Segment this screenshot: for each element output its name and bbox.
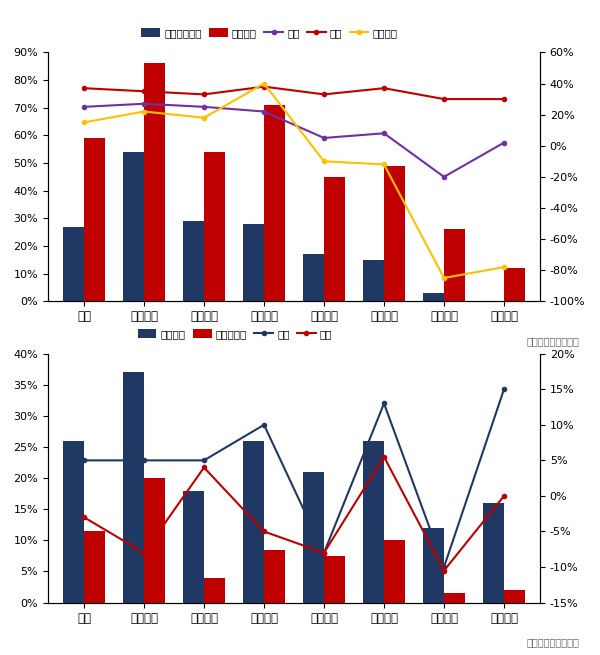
Bar	[423, 293, 444, 301]
预计同比	[80, 119, 88, 126]
Bar	[363, 441, 384, 603]
同比	[440, 563, 448, 571]
Bar	[183, 221, 204, 301]
Bar	[423, 528, 444, 603]
Bar	[324, 556, 345, 603]
Bar	[444, 593, 465, 603]
环比	[80, 84, 88, 92]
同比	[260, 527, 268, 535]
Bar	[144, 64, 165, 301]
Bar	[243, 441, 264, 603]
同比	[500, 139, 508, 147]
预计同比	[320, 157, 328, 165]
预计同比	[440, 274, 448, 282]
同比	[80, 457, 88, 464]
环比	[500, 95, 508, 103]
同比	[320, 549, 328, 557]
Bar	[84, 531, 105, 603]
环比	[320, 90, 328, 98]
同比	[500, 385, 508, 393]
同比	[140, 549, 148, 557]
Bar	[123, 152, 144, 301]
Bar	[324, 177, 345, 301]
同比	[320, 134, 328, 142]
Legend: 工地开复工率, 预计下周, 同比, 环比, 预计同比: 工地开复工率, 预计下周, 同比, 环比, 预计同比	[137, 24, 401, 42]
同比	[260, 107, 268, 115]
Bar	[183, 491, 204, 603]
同比	[380, 400, 388, 407]
环比	[260, 83, 268, 90]
Bar	[504, 268, 525, 301]
同比	[380, 130, 388, 138]
环比	[140, 87, 148, 95]
Bar	[204, 578, 225, 603]
Bar	[303, 254, 324, 301]
Bar	[264, 550, 285, 603]
Bar	[504, 590, 525, 603]
同比	[140, 457, 148, 464]
Bar	[483, 503, 504, 603]
同比	[200, 457, 208, 464]
同比	[440, 173, 448, 181]
Line: 同比: 同比	[82, 102, 506, 179]
预计同比	[500, 263, 508, 271]
同比	[80, 103, 88, 111]
Bar	[384, 166, 405, 301]
预计同比	[260, 80, 268, 88]
Line: 预计同比: 预计同比	[82, 81, 506, 280]
同比	[80, 514, 88, 521]
Text: 数据来源：百年建筑: 数据来源：百年建筑	[526, 336, 580, 346]
同比	[380, 453, 388, 460]
Text: 数据来源：百年建筑: 数据来源：百年建筑	[526, 637, 580, 647]
同比	[440, 567, 448, 574]
Line: 同比: 同比	[82, 455, 506, 572]
Bar	[384, 540, 405, 603]
预计同比	[380, 160, 388, 168]
同比	[260, 421, 268, 429]
预计同比	[200, 114, 208, 122]
Legend: 劳务到位, 劳务上岗率, 同比, 同比: 劳务到位, 劳务上岗率, 同比, 同比	[133, 325, 337, 343]
同比	[200, 464, 208, 472]
Bar	[444, 229, 465, 301]
Bar	[84, 138, 105, 301]
同比	[500, 492, 508, 500]
Bar	[303, 472, 324, 603]
Line: 环比: 环比	[82, 84, 506, 101]
同比	[200, 103, 208, 111]
Bar	[204, 152, 225, 301]
Bar	[63, 441, 84, 603]
预计同比	[140, 107, 148, 115]
Bar	[144, 478, 165, 603]
Bar	[363, 260, 384, 301]
Bar	[264, 105, 285, 301]
Line: 同比: 同比	[82, 387, 506, 569]
Bar	[63, 227, 84, 301]
Bar	[123, 372, 144, 603]
Bar	[243, 224, 264, 301]
环比	[440, 95, 448, 103]
同比	[320, 549, 328, 557]
同比	[140, 100, 148, 107]
环比	[200, 90, 208, 98]
环比	[380, 84, 388, 92]
